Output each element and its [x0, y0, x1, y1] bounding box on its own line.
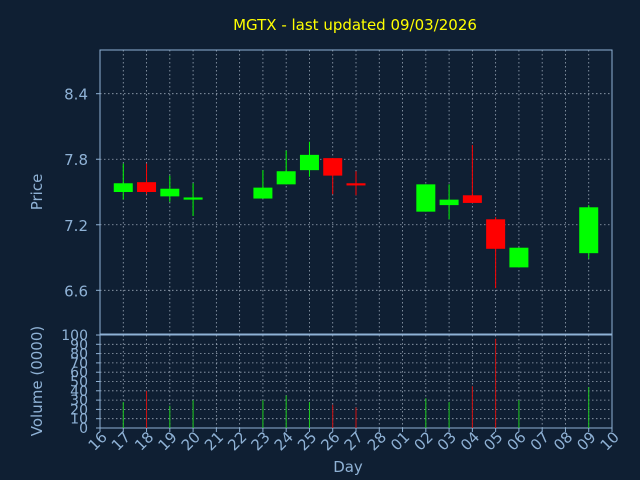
- candle-body: [462, 195, 482, 203]
- volume-tick-label: 100: [61, 328, 88, 344]
- candle: [299, 141, 319, 177]
- candle-body: [113, 183, 133, 192]
- candle-body: [183, 197, 203, 200]
- candle: [323, 158, 343, 195]
- candle: [137, 163, 157, 195]
- candle: [579, 205, 599, 259]
- volume-tick-label: 20: [70, 402, 88, 418]
- candle-body: [486, 219, 506, 249]
- volume-bars: [122, 338, 590, 428]
- volume-tick-label: 90: [70, 337, 88, 353]
- volume-tick-label: 40: [70, 384, 88, 400]
- candle-body: [137, 182, 157, 192]
- candle: [183, 183, 203, 217]
- x-tick-label: 10: [597, 428, 623, 454]
- candle: [253, 170, 273, 199]
- price-axis-label: Price: [28, 174, 46, 211]
- candle-body: [253, 187, 273, 199]
- candle: [416, 184, 436, 212]
- candle-body: [276, 171, 296, 185]
- candle: [276, 150, 296, 185]
- candle-body: [299, 154, 319, 171]
- price-tick-label: 8.4: [64, 86, 88, 104]
- candle-body: [439, 199, 459, 206]
- volume-tick-label: 60: [70, 365, 88, 381]
- candles: [113, 141, 599, 289]
- candle-body: [346, 183, 366, 186]
- candle-body: [509, 247, 529, 268]
- price-tick-label: 6.6: [64, 282, 88, 300]
- x-ticks: 1617181920212223242526272801020304050607…: [85, 428, 623, 454]
- price-tick-label: 7.8: [64, 151, 88, 169]
- candle: [486, 217, 506, 289]
- candle-body: [160, 188, 180, 197]
- volume-tick-label: 30: [70, 393, 88, 409]
- volume-tick-label: 50: [70, 375, 88, 391]
- price-panel-frame: [99, 49, 613, 335]
- candle: [113, 163, 133, 200]
- candle-body: [416, 184, 436, 212]
- candle: [462, 145, 482, 203]
- volume-tick-label: 0: [79, 421, 88, 437]
- volume-tick-label: 10: [70, 412, 88, 428]
- price-tick-label: 7.2: [64, 217, 88, 235]
- candle-body: [579, 207, 599, 254]
- x-axis-label: Day: [333, 458, 363, 476]
- chart-title: MGTX - last updated 09/03/2026: [233, 16, 477, 34]
- price-y-ticks: 6.6 7.2 7.8 8.4: [64, 86, 100, 300]
- volume-axis-label: Volume (0000): [28, 326, 46, 436]
- candle: [160, 175, 180, 202]
- volume-tick-label: 80: [70, 347, 88, 363]
- candle: [509, 247, 529, 268]
- volume-tick-label: 70: [70, 356, 88, 372]
- candle-body: [323, 158, 343, 176]
- candle: [346, 171, 366, 196]
- candle: [439, 184, 459, 220]
